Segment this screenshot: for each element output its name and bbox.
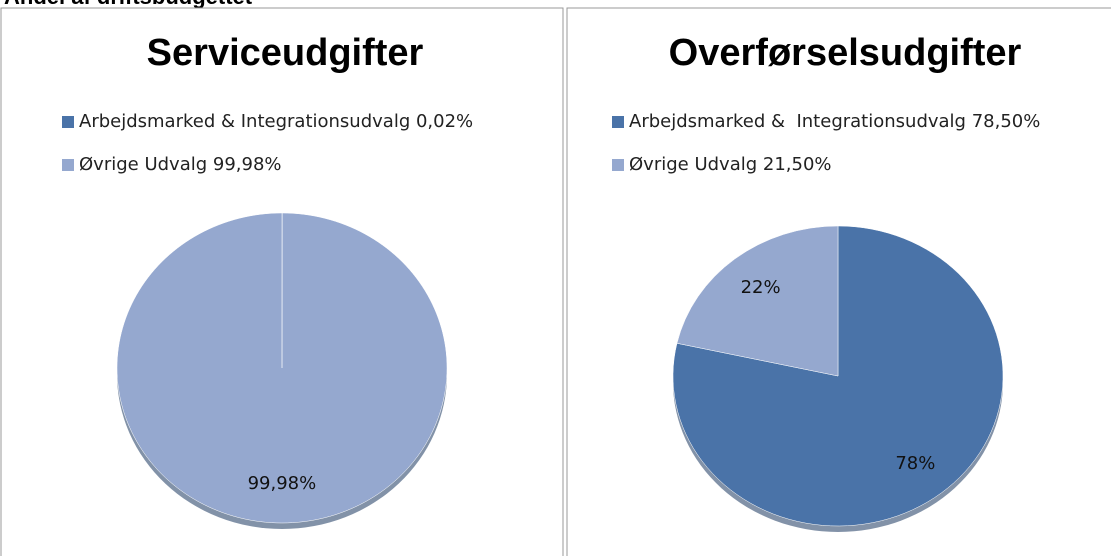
legend-swatch: [612, 159, 624, 171]
legend-label: Øvrige Udvalg 99,98%: [79, 154, 282, 175]
legend-label: Arbejdsmarked & Integrationsudvalg 78,50…: [629, 111, 1040, 132]
data-label: 99,98%: [248, 473, 317, 494]
pie-slice: [116, 212, 448, 524]
pie-slice: [676, 225, 839, 377]
chart-title: Serviceudgifter: [147, 32, 424, 74]
data-label: 78%: [895, 453, 935, 474]
legend-label: Arbejdsmarked & Integrationsudvalg 0,02%: [79, 111, 473, 132]
legend-swatch: [612, 116, 624, 128]
chart-title: Overførselsudgifter: [669, 32, 1022, 74]
panel-border: [0, 7, 564, 556]
page-header: Andel af driftsbudgettet: [4, 0, 253, 9]
legend-label: Øvrige Udvalg 21,50%: [629, 154, 832, 175]
legend-swatch: [62, 116, 74, 128]
data-label: 22%: [741, 277, 781, 298]
panel-border: [566, 7, 1111, 556]
legend-swatch: [62, 159, 74, 171]
